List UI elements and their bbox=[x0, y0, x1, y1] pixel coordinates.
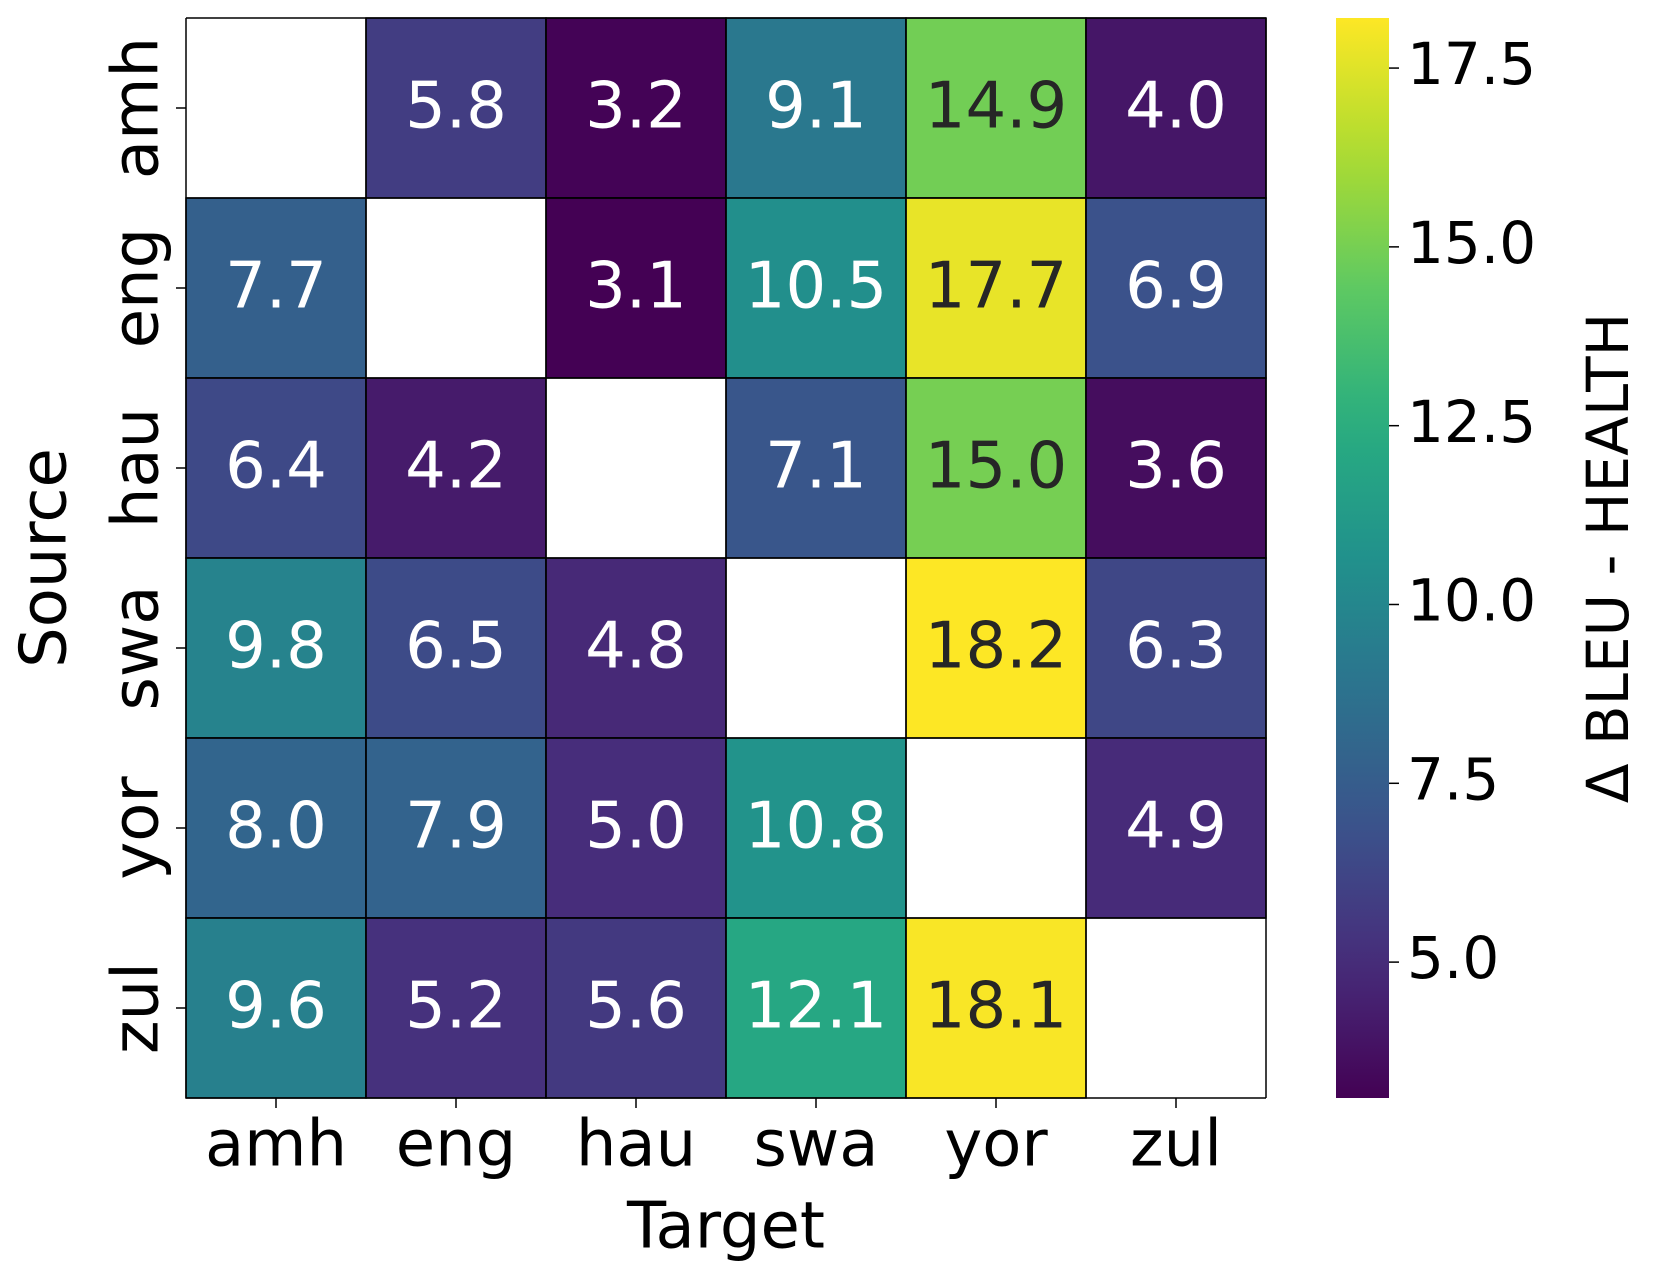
heatmap-cell bbox=[365, 377, 547, 559]
heatmap-cell bbox=[185, 197, 367, 379]
cell-label: 18.1 bbox=[925, 970, 1068, 1044]
cell-label: 5.0 bbox=[585, 790, 687, 864]
heatmap-cell bbox=[1085, 737, 1267, 919]
heatmap-cell bbox=[1085, 377, 1267, 559]
x-tick-label: hau bbox=[576, 1108, 696, 1182]
colorbar-tick-label: 12.5 bbox=[1407, 388, 1536, 456]
cell-label: 9.1 bbox=[765, 70, 867, 144]
colorbar-tick-label: 17.5 bbox=[1407, 30, 1536, 98]
colorbar-label: Δ BLEU - HEALTH bbox=[1574, 313, 1642, 803]
cell-label: 7.7 bbox=[225, 250, 327, 324]
heatmap-cell bbox=[545, 737, 727, 919]
cell-label: 6.5 bbox=[405, 610, 507, 684]
cell-label: 4.0 bbox=[1125, 70, 1227, 144]
y-tick-label: hau bbox=[100, 408, 174, 528]
cell-label: 9.8 bbox=[225, 610, 327, 684]
cell-label: 14.9 bbox=[925, 70, 1068, 144]
heatmap-cell bbox=[725, 197, 907, 379]
heatmap-cell bbox=[365, 557, 547, 739]
cell-label: 18.2 bbox=[925, 610, 1068, 684]
cell-label: 3.2 bbox=[585, 70, 687, 144]
cell-label: 5.6 bbox=[585, 970, 687, 1044]
heatmap-cell bbox=[365, 917, 547, 1099]
cell-label: 17.7 bbox=[925, 250, 1068, 324]
cell-label: 7.9 bbox=[405, 790, 507, 864]
heatmap-cell bbox=[725, 377, 907, 559]
cell-label: 3.6 bbox=[1125, 430, 1227, 504]
colorbar-tick-label: 10.0 bbox=[1407, 567, 1536, 635]
cell-label: 3.1 bbox=[585, 250, 687, 324]
x-tick-label: zul bbox=[1130, 1108, 1222, 1182]
heatmap-cell bbox=[905, 557, 1087, 739]
heatmap-cell bbox=[905, 17, 1087, 199]
cell-label: 10.8 bbox=[745, 790, 888, 864]
x-tick-label: amh bbox=[205, 1108, 347, 1182]
heatmap-cell bbox=[185, 737, 367, 919]
y-tick-label: swa bbox=[100, 586, 174, 711]
colorbar-tick-label: 5.0 bbox=[1407, 924, 1499, 992]
colorbar-tick-label: 15.0 bbox=[1407, 209, 1536, 277]
heatmap-cell bbox=[545, 917, 727, 1099]
cell-label: 9.6 bbox=[225, 970, 327, 1044]
cell-label: 6.4 bbox=[225, 430, 327, 504]
cell-label: 10.5 bbox=[745, 250, 888, 324]
cell-label: 4.8 bbox=[585, 610, 687, 684]
cell-label: 12.1 bbox=[745, 970, 888, 1044]
x-axis-label: Target bbox=[626, 1190, 825, 1264]
heatmap-cell bbox=[1085, 557, 1267, 739]
y-axis-label: Source bbox=[8, 448, 82, 668]
y-tick-label: eng bbox=[100, 228, 174, 349]
cell-label: 4.2 bbox=[405, 430, 507, 504]
x-tick-label: yor bbox=[944, 1108, 1048, 1182]
colorbar-tick-label: 7.5 bbox=[1407, 745, 1499, 813]
y-tick-label: yor bbox=[100, 776, 174, 880]
y-tick-label: zul bbox=[100, 962, 174, 1054]
heatmap-cell bbox=[725, 917, 907, 1099]
cell-label: 8.0 bbox=[225, 790, 327, 864]
cell-label: 5.8 bbox=[405, 70, 507, 144]
heatmap-cell bbox=[1085, 197, 1267, 379]
heatmap-cell bbox=[1085, 17, 1267, 199]
cell-label: 15.0 bbox=[925, 430, 1068, 504]
heatmap-cell bbox=[545, 17, 727, 199]
cell-label: 5.2 bbox=[405, 970, 507, 1044]
x-tick-label: swa bbox=[754, 1108, 879, 1182]
cell-label: 6.9 bbox=[1125, 250, 1227, 324]
cell-label: 7.1 bbox=[765, 430, 867, 504]
cell-label: 4.9 bbox=[1125, 790, 1227, 864]
x-tick-label: eng bbox=[396, 1108, 517, 1182]
heatmap-cell bbox=[365, 17, 547, 199]
cell-label: 6.3 bbox=[1125, 610, 1227, 684]
y-tick-label: amh bbox=[100, 37, 174, 179]
colorbar bbox=[1336, 18, 1389, 1098]
